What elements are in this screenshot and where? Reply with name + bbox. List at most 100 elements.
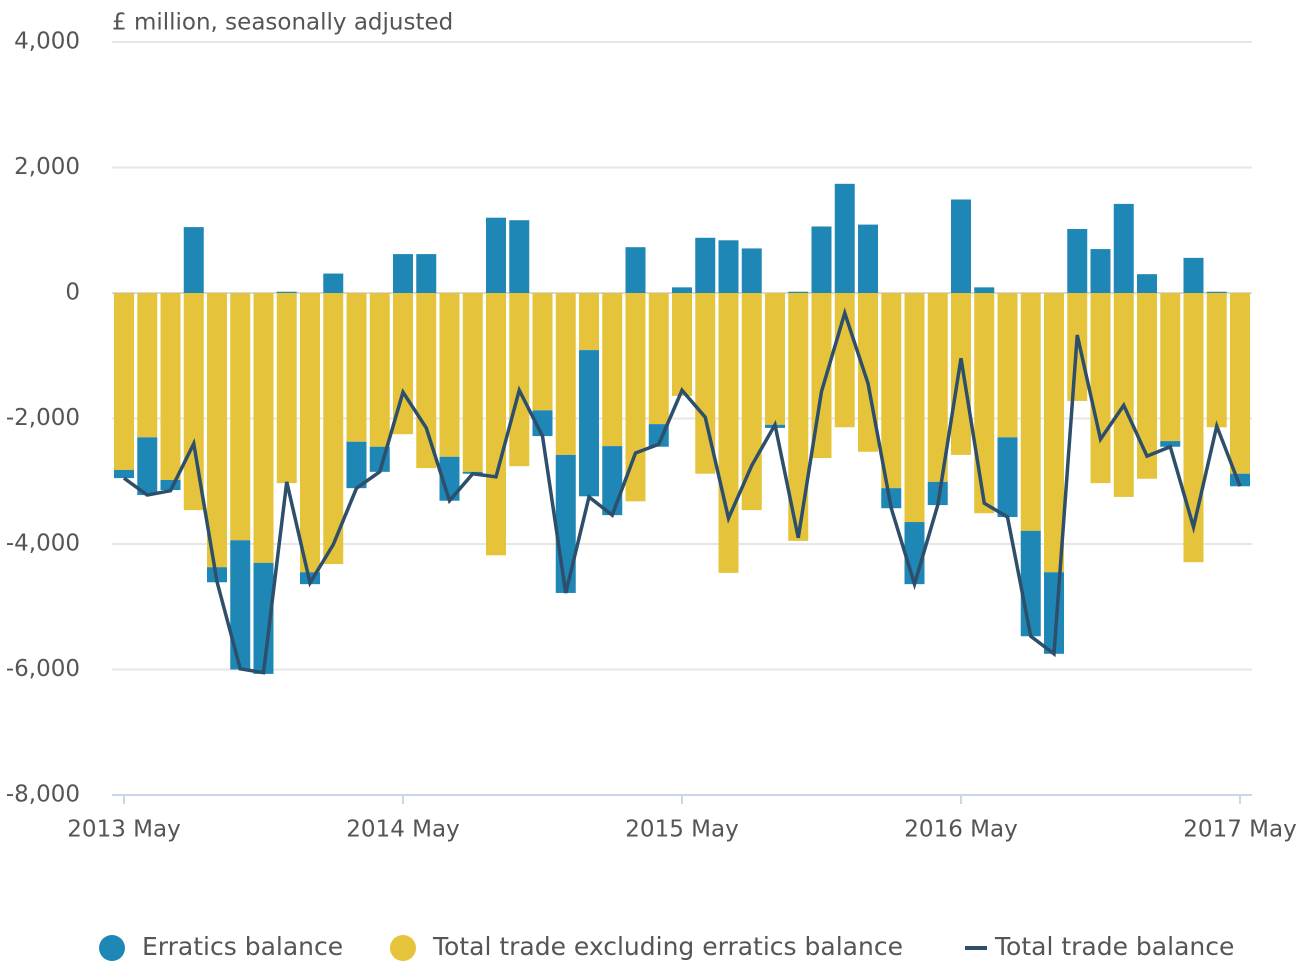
bar (183, 227, 204, 293)
bar (555, 454, 576, 593)
bar (741, 248, 762, 293)
bar (207, 293, 227, 568)
bar (1160, 293, 1181, 442)
bar (416, 254, 437, 293)
bar (1206, 291, 1227, 293)
bar (788, 291, 809, 293)
bar (718, 293, 739, 573)
y-tick-label: 0 (65, 280, 80, 306)
y-tick-label: -4,000 (6, 531, 80, 557)
bar (486, 293, 506, 556)
bar (323, 293, 344, 565)
bar (439, 293, 460, 457)
bar (509, 220, 530, 293)
bar (579, 350, 599, 497)
y-tick-label: -6,000 (6, 656, 80, 682)
bar (625, 247, 646, 293)
bar (160, 293, 181, 480)
bar (904, 522, 925, 585)
bar (974, 287, 995, 293)
bar (602, 446, 623, 516)
legend-label: Erratics balance (142, 932, 343, 961)
bar (276, 291, 297, 293)
bar (997, 293, 1018, 438)
bar (1230, 293, 1250, 474)
bar (253, 562, 274, 674)
bar (160, 479, 181, 491)
bar (811, 226, 832, 293)
bar (137, 437, 158, 496)
bar (1020, 530, 1041, 637)
bar (625, 293, 646, 502)
bar (927, 481, 948, 506)
bar (1137, 293, 1157, 479)
bar (718, 240, 739, 293)
bar (1183, 293, 1204, 563)
bar (393, 254, 413, 293)
bar (137, 293, 158, 438)
bar (1020, 293, 1041, 531)
bar (346, 441, 367, 489)
legend-label: Total trade excluding erratics balance (432, 932, 903, 961)
bar (951, 199, 971, 293)
bar (300, 293, 320, 573)
bar (904, 293, 925, 523)
bar (1137, 274, 1157, 293)
bar (881, 293, 902, 489)
bar (765, 293, 785, 425)
bar (346, 293, 367, 442)
bar (532, 293, 553, 411)
x-tick-label: 2013 May (67, 817, 180, 843)
bar (858, 224, 878, 293)
bar (997, 437, 1018, 518)
bar (881, 488, 902, 509)
bar (1160, 441, 1181, 447)
line (122, 307, 1242, 675)
bar (602, 293, 623, 447)
bar (416, 293, 437, 469)
bar (230, 540, 251, 670)
bar (1090, 293, 1111, 484)
bar (695, 293, 716, 474)
y-tick-label: -8,000 (6, 782, 80, 808)
bar (1113, 203, 1134, 293)
y-tick-label: 2,000 (14, 154, 80, 180)
bar (369, 293, 390, 447)
bar (579, 293, 599, 351)
bar (555, 293, 576, 455)
bar (672, 287, 692, 293)
x-tick-label: 2016 May (904, 817, 1017, 843)
bar (323, 273, 344, 293)
bar (1183, 257, 1204, 293)
bar (1067, 228, 1088, 293)
y-tick-label: 4,000 (14, 29, 80, 55)
bar (462, 293, 483, 472)
bar (509, 293, 530, 467)
bar (834, 183, 855, 293)
bar (648, 293, 669, 425)
bar (974, 293, 995, 514)
bar (788, 293, 809, 541)
y-tick-label: -2,000 (6, 405, 80, 431)
bar (951, 293, 971, 455)
x-tick-label: 2014 May (346, 817, 459, 843)
bar (1113, 293, 1134, 497)
bar (230, 293, 251, 541)
bar (486, 217, 506, 293)
y-axis-label: £ million, seasonally adjusted (112, 10, 453, 36)
x-tick-label: 2015 May (625, 817, 738, 843)
bar (276, 293, 297, 484)
legend-swatch (390, 935, 416, 961)
bar (695, 237, 716, 293)
bar (1044, 293, 1064, 573)
legend-swatch (99, 935, 125, 961)
bar (672, 293, 692, 396)
bar (114, 469, 134, 479)
bar (927, 293, 948, 482)
bar (253, 293, 274, 563)
bar (114, 293, 134, 470)
x-tick-label: 2017 May (1183, 817, 1296, 843)
legend-label: Total trade balance (994, 932, 1234, 961)
bar (1090, 249, 1111, 293)
